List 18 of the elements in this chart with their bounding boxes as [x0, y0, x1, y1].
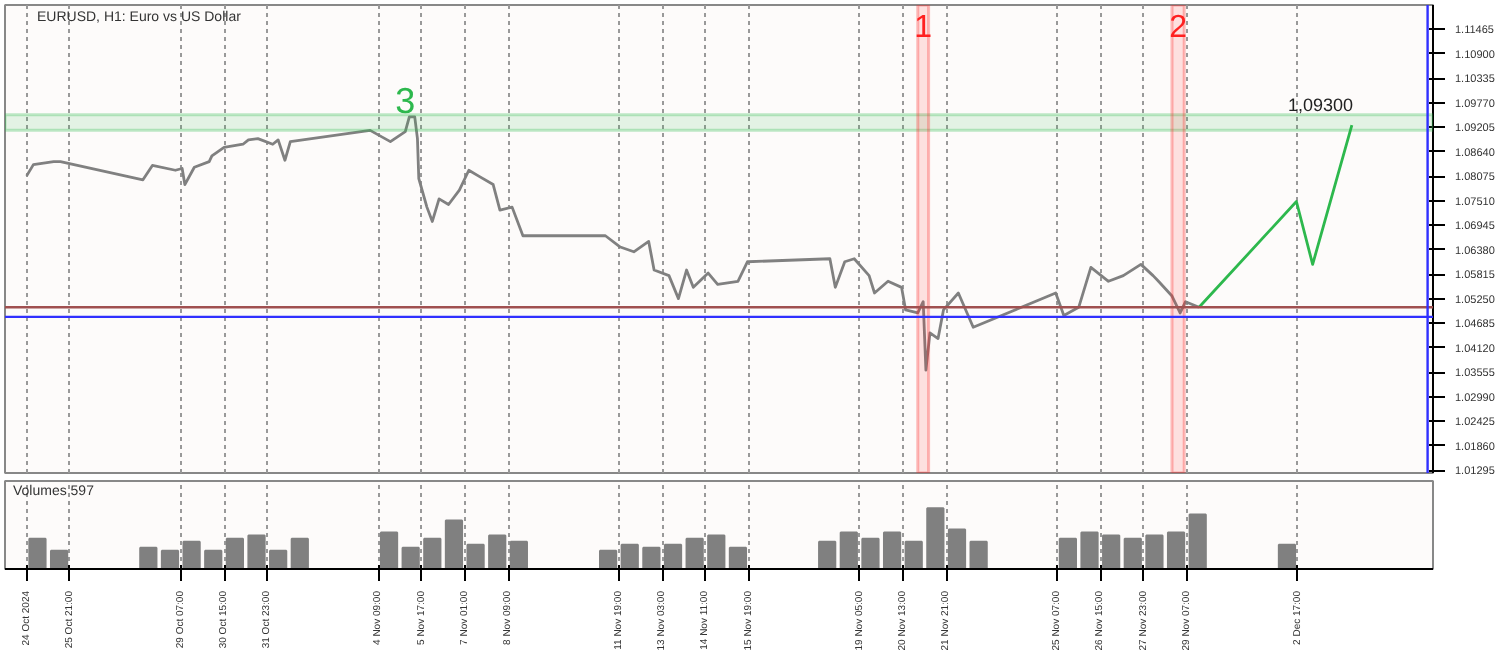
bar: [818, 540, 837, 569]
bar: [290, 537, 309, 569]
annotation: 3: [395, 80, 416, 121]
line-series: [1197, 123, 1354, 309]
bar: [947, 528, 967, 569]
bar: [599, 549, 618, 569]
bar: [139, 546, 158, 569]
band-label: 1,09300: [1287, 94, 1354, 115]
bar: [1277, 543, 1297, 569]
band-label: 2: [1169, 11, 1188, 45]
band-label: 1: [914, 11, 933, 45]
bar: [509, 540, 528, 569]
bar: [379, 531, 399, 569]
bar: [728, 546, 748, 569]
line-series: [25, 115, 1201, 372]
bar: [1188, 513, 1207, 569]
bar: [969, 540, 988, 569]
bar: [160, 549, 180, 569]
